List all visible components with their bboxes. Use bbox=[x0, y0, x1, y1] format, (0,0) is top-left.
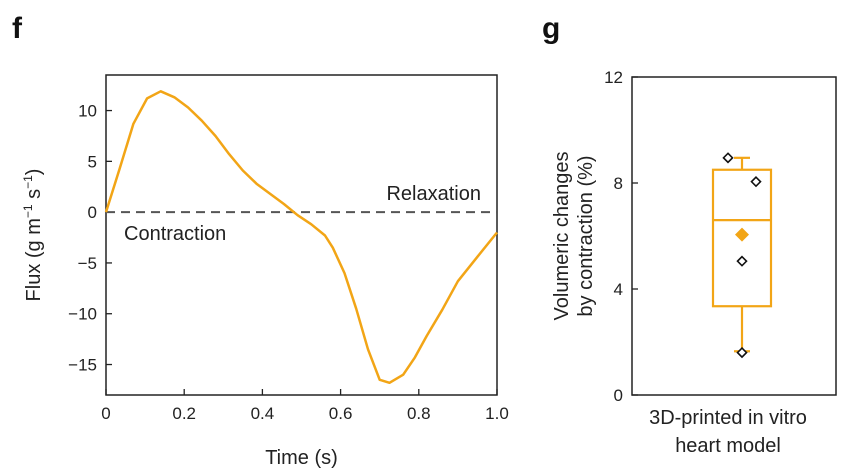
x-tick-label-f: 0.6 bbox=[329, 404, 353, 423]
data-points-g bbox=[722, 152, 762, 359]
plot-frame-f bbox=[105, 74, 498, 396]
y-tick-label-f: 10 bbox=[78, 102, 97, 121]
y-tick-label-g: 4 bbox=[614, 280, 623, 299]
box-and-whiskers bbox=[711, 156, 773, 353]
x-tick-label-f: 1.0 bbox=[485, 404, 509, 423]
y-tick-label-f: 5 bbox=[88, 152, 97, 171]
contraction-annotation: Contraction bbox=[124, 223, 226, 245]
y-axis-title-f-sup1: −1 bbox=[21, 204, 35, 218]
x-tick-label-f: 0.2 bbox=[172, 404, 196, 423]
y-tick-label-f: −5 bbox=[78, 254, 97, 273]
axis-ticks-g: 0 4 8 12 bbox=[604, 68, 638, 405]
y-axis-title-f-part2: s bbox=[23, 189, 45, 205]
data-point bbox=[750, 176, 762, 188]
x-axis-title-g-line1: 3D-printed in vitro bbox=[649, 407, 807, 429]
x-tick-label-f: 0 bbox=[101, 404, 110, 423]
y-axis-title-f-sup2: −1 bbox=[21, 175, 35, 189]
y-tick-label-g: 0 bbox=[614, 386, 623, 405]
panel-label-g: g bbox=[542, 12, 560, 45]
x-tick-label-f: 0.8 bbox=[407, 404, 431, 423]
data-point bbox=[736, 255, 748, 267]
y-tick-label-f: −15 bbox=[68, 356, 97, 375]
y-tick-label-g: 8 bbox=[614, 174, 623, 193]
x-axis-title-f: Time (s) bbox=[265, 447, 338, 469]
interquartile-box bbox=[711, 168, 773, 308]
x-tick-label-f: 0.4 bbox=[251, 404, 275, 423]
flux-series-line bbox=[104, 90, 498, 385]
data-point bbox=[722, 152, 734, 164]
mean-marker bbox=[735, 227, 749, 242]
axis-ticks-f: 0 0.2 0.4 0.6 0.8 1.0 10 5 0 −5 −10 −15 bbox=[68, 102, 509, 423]
y-tick-label-f: 0 bbox=[88, 203, 97, 222]
y-axis-title-g-line1: Volumeric changes bbox=[551, 152, 573, 321]
y-tick-label-g: 12 bbox=[604, 68, 623, 87]
y-axis-title-f-part1: Flux (g m bbox=[23, 218, 45, 301]
y-tick-label-f: −10 bbox=[68, 305, 97, 324]
relaxation-annotation: Relaxation bbox=[386, 183, 481, 205]
y-axis-title-g-line2: by contraction (%) bbox=[575, 155, 597, 316]
data-point bbox=[736, 346, 748, 359]
volume-box-plot: 0 4 8 12 Volumeric changes by contraction (… bbox=[551, 68, 837, 457]
y-axis-title-f: Flux (g m−1 s−1) bbox=[21, 169, 45, 302]
y-axis-title-f-part3: ) bbox=[23, 169, 45, 176]
x-axis-title-g-line2: heart model bbox=[675, 435, 781, 457]
plot-frame-g bbox=[631, 76, 837, 396]
panel-label-f: f bbox=[12, 12, 23, 45]
